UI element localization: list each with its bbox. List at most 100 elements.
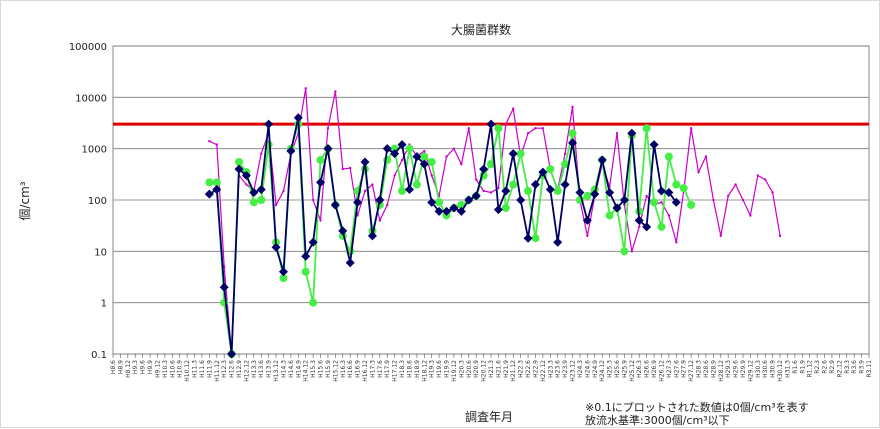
x-tick-label: H9.6 xyxy=(140,360,147,374)
data-point xyxy=(386,203,389,207)
data-point xyxy=(445,155,448,158)
data-point xyxy=(375,195,385,205)
x-tick-label: H18.9 xyxy=(414,360,421,378)
x-tick-label: H27.3 xyxy=(666,360,673,378)
x-tick-label: H20.3 xyxy=(458,360,465,378)
y-tick-label: 10000 xyxy=(75,93,107,104)
data-point xyxy=(630,250,634,253)
data-point xyxy=(704,155,708,158)
data-point xyxy=(534,127,537,130)
x-tick-label: H20.12 xyxy=(481,360,488,382)
x-tick-label: H22.12 xyxy=(540,360,547,382)
x-tick-label: H24.6 xyxy=(584,360,591,378)
data-point xyxy=(212,178,221,187)
data-point xyxy=(427,157,436,166)
x-axis-label: 調査年月 xyxy=(465,410,513,424)
x-tick-label: R3.11 xyxy=(866,360,873,378)
data-point xyxy=(363,189,367,193)
x-tick-label: H13.6 xyxy=(258,360,265,378)
data-point xyxy=(264,119,274,129)
x-tick-label: H17.12 xyxy=(392,360,399,382)
data-point xyxy=(509,180,518,189)
x-tick-label: H23.9 xyxy=(562,360,569,378)
data-point xyxy=(212,185,222,195)
x-tick-label: H27.6 xyxy=(673,360,680,378)
x-tick-label: H26.6 xyxy=(644,360,651,378)
data-point xyxy=(619,195,629,205)
x-tick-label: H22.3 xyxy=(518,360,525,378)
x-tick-label: R2.9 xyxy=(829,360,836,374)
data-point xyxy=(460,162,463,166)
data-point xyxy=(274,203,278,207)
data-point xyxy=(638,225,641,229)
data-point xyxy=(664,187,674,197)
data-point xyxy=(405,144,414,153)
y-tick-label: 100 xyxy=(88,196,107,207)
data-point xyxy=(356,214,359,217)
data-point xyxy=(393,174,396,177)
data-point xyxy=(719,234,722,238)
data-point xyxy=(645,194,648,198)
data-point xyxy=(430,174,433,177)
x-tick-label: H12.9 xyxy=(236,360,243,378)
data-point xyxy=(471,191,481,201)
data-point xyxy=(397,140,407,150)
x-tick-label: H9.12 xyxy=(154,360,161,378)
x-tick-label: H21.6 xyxy=(495,360,502,378)
x-tick-label: H17.9 xyxy=(384,360,391,378)
data-point xyxy=(590,189,600,199)
x-tick-label: H21.9 xyxy=(503,360,510,378)
x-tick-label: H31.3 xyxy=(784,360,791,378)
data-point xyxy=(235,157,243,166)
data-point xyxy=(215,143,218,146)
data-point xyxy=(546,165,555,174)
x-tick-label: H12.12 xyxy=(243,360,250,382)
data-point xyxy=(657,222,666,231)
x-tick-label: H25.12 xyxy=(629,360,636,382)
x-tick-label: H10.6 xyxy=(169,360,176,378)
x-tick-label: H13.9 xyxy=(266,360,273,378)
data-point xyxy=(404,185,414,195)
data-point xyxy=(538,167,548,177)
data-point xyxy=(434,206,444,216)
data-point xyxy=(575,187,585,197)
data-point xyxy=(664,152,673,161)
data-point xyxy=(367,231,377,241)
data-point xyxy=(208,139,211,143)
data-point xyxy=(697,170,700,174)
data-point xyxy=(241,171,251,181)
x-tick-label: H28.3 xyxy=(696,360,703,378)
data-point xyxy=(219,282,229,292)
data-point xyxy=(568,129,577,138)
y-axis-ticks: 0.1 1 10 100 1000 10000 100000 xyxy=(69,42,107,361)
data-point xyxy=(257,196,266,204)
data-point xyxy=(412,152,422,162)
data-point xyxy=(390,149,400,159)
data-point xyxy=(427,197,437,207)
data-point xyxy=(311,198,315,202)
data-point xyxy=(508,149,518,159)
x-tick-label: H30.12 xyxy=(777,360,784,382)
x-tick-label: H14.12 xyxy=(303,360,310,382)
x-axis-ticks: H8.6 H8.9 H8.12 H9.3 H9.6 H9.9 H9.12 H10.3 H10.6… xyxy=(110,354,873,382)
data-point xyxy=(400,158,404,162)
data-point xyxy=(378,219,382,222)
x-tick-label: H30.9 xyxy=(770,360,777,378)
data-point xyxy=(671,197,681,207)
data-point xyxy=(771,191,774,194)
x-tick-label: H16.9 xyxy=(355,360,362,378)
data-point xyxy=(249,187,259,197)
data-point xyxy=(282,189,285,193)
data-point xyxy=(623,203,626,207)
data-point xyxy=(419,159,429,169)
x-tick-label: H12.6 xyxy=(229,360,236,378)
y-tick-label: 10 xyxy=(94,247,107,258)
data-point xyxy=(749,214,752,217)
y-tick-label: 0.1 xyxy=(91,350,107,361)
y-axis-label: 個/cm³ xyxy=(18,181,32,220)
x-tick-label: H27.12 xyxy=(688,360,695,382)
x-tick-label: H16.6 xyxy=(347,360,354,378)
data-point xyxy=(689,127,693,130)
data-point xyxy=(642,124,651,133)
